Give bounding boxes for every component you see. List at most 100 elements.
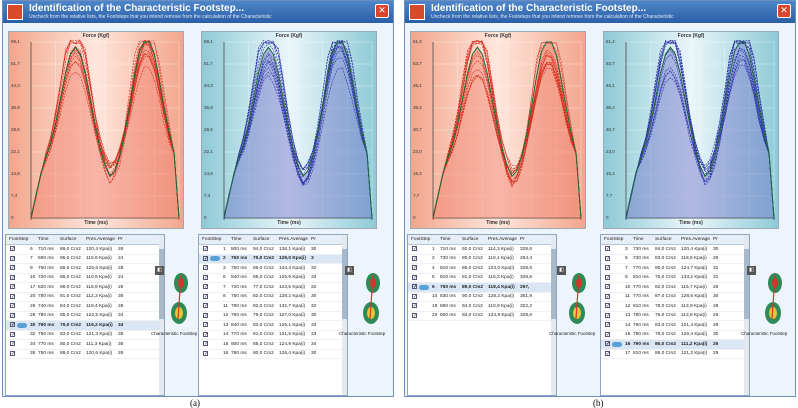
- table-row[interactable]: ✓ 8 810 ms 75,0 Cm2 133,2 Kpa(i) 31: [601, 274, 749, 283]
- row-checkbox[interactable]: ✓: [10, 312, 16, 319]
- vertical-scrollbar[interactable]: [551, 235, 556, 395]
- table-row[interactable]: ✓ 14 760 ms 83,0 Cm2 121,4 Kpa(i) 28: [601, 321, 749, 331]
- table-row[interactable]: ✓ 10 770 ms 62,0 Cm2 115,7 Kpa(i) 29: [601, 283, 749, 293]
- row-checkbox[interactable]: ✓: [412, 293, 418, 300]
- close-icon[interactable]: ✕: [375, 4, 389, 18]
- table-row[interactable]: ✓ 19 860 ms 94,0 Cm2 110,9 Kpa(i) 322,2: [408, 302, 556, 312]
- column-header[interactable]: Pres.Average: [279, 237, 308, 242]
- column-header[interactable]: Pr: [713, 237, 718, 242]
- row-checkbox[interactable]: ✓: [10, 350, 16, 357]
- table-row[interactable]: ✓ 12 810 ms 78,0 Cm2 113,9 Kpa(i) 28: [601, 302, 749, 312]
- column-header[interactable]: Pres.Average: [681, 237, 710, 242]
- row-checkbox[interactable]: ✓: [10, 331, 16, 338]
- row-checkbox[interactable]: ✓: [412, 274, 418, 281]
- row-checkbox[interactable]: ✓: [203, 322, 209, 328]
- table-row[interactable]: ✓ 1 800 ms 94,0 Cm2 136,1 Kpa(i) 30: [199, 245, 347, 255]
- column-header[interactable]: Surface: [253, 237, 270, 242]
- row-checkbox[interactable]: ✓: [412, 255, 418, 262]
- column-header[interactable]: FootStep: [202, 237, 222, 242]
- column-header[interactable]: Surface: [462, 237, 479, 242]
- row-checkbox[interactable]: ✓: [412, 284, 418, 290]
- column-header[interactable]: Pr: [520, 237, 525, 242]
- title-bar[interactable]: Identification of the Characteristic Foo…: [405, 1, 795, 23]
- column-header[interactable]: FootStep: [604, 237, 624, 242]
- column-header[interactable]: Time: [633, 237, 644, 242]
- table-row[interactable]: ✓ 7 720 ms 77,0 Cm2 123,5 Kpa(i) 32: [199, 283, 347, 293]
- table-row[interactable]: ✓ 34 770 ms 80,0 Cm2 111,3 Kpa(i) 36: [6, 340, 164, 350]
- table-row[interactable]: ✓ 11 770 ms 87,0 Cm2 128,6 Kpa(i) 30: [601, 293, 749, 302]
- row-checkbox[interactable]: ✓: [412, 303, 418, 309]
- row-checkbox[interactable]: ✓: [605, 303, 611, 309]
- table-row[interactable]: ✓ 14 770 ms 81,0 Cm2 121,5 Kpa(i) 33: [199, 331, 347, 340]
- row-checkbox[interactable]: ✓: [605, 274, 611, 281]
- scrollbar-thumb[interactable]: [159, 249, 164, 319]
- row-checkbox[interactable]: ✓: [203, 312, 209, 319]
- row-checkbox[interactable]: ✓: [412, 312, 418, 319]
- table-row[interactable]: ✓ 16 790 ms 80,0 Cm2 126,4 Kpa(i) 30: [199, 350, 347, 359]
- left-footstep-table[interactable]: FootStep Time Surface Pres.Average Pr ✓ 1 710 m…: [407, 234, 557, 396]
- table-row[interactable]: ✓ 2 750 ms 75,0 Cm2 129,0 Kpa(i) 3: [199, 254, 347, 264]
- table-row[interactable]: ✓ 30 790 ms 79,0 Cm2 119,2 Kpa(i) 34: [6, 321, 164, 331]
- row-checkbox[interactable]: ✓: [10, 274, 16, 281]
- row-checkbox[interactable]: ✓: [10, 246, 16, 252]
- row-checkbox[interactable]: ✓: [10, 255, 16, 262]
- table-row[interactable]: ✓ 11 790 ms 82,0 Cm2 132,7 Kpa(i) 32: [199, 302, 347, 312]
- row-checkbox[interactable]: ✓: [605, 284, 611, 290]
- table-row[interactable]: ✓ 4 810 ms 85,0 Cm2 123,0 Kpa(i) 328,6: [408, 264, 556, 274]
- scrollbar-thumb[interactable]: [342, 249, 347, 319]
- table-row[interactable]: ✓ 8 750 ms 82,0 Cm2 128,2 Kpa(i) 30: [199, 293, 347, 302]
- row-checkbox[interactable]: ✓: [203, 284, 209, 290]
- row-checkbox[interactable]: ✓: [203, 293, 209, 300]
- row-checkbox[interactable]: ✓: [605, 331, 611, 338]
- row-checkbox[interactable]: ✓: [605, 293, 611, 300]
- column-header[interactable]: Pres.Average: [488, 237, 517, 242]
- column-header[interactable]: Pres.Average: [86, 237, 115, 242]
- scrollbar-thumb[interactable]: [551, 249, 556, 319]
- vertical-scrollbar[interactable]: [159, 235, 164, 395]
- column-header[interactable]: Pr: [311, 237, 316, 242]
- row-checkbox[interactable]: ✓: [605, 246, 611, 252]
- row-checkbox[interactable]: ✓: [203, 303, 209, 309]
- table-row[interactable]: ✓ 17 820 ms 96,0 Cm2 116,9 Kpa(i) 29: [6, 283, 164, 293]
- scrollbar-thumb[interactable]: [744, 249, 749, 319]
- right-footstep-table[interactable]: FootStep Time Surface Pres.Average Pr ✓ 1 800 m…: [198, 234, 348, 396]
- table-row[interactable]: ✓ 12 760 ms 76,0 Cm2 127,0 Kpa(i) 30: [199, 312, 347, 321]
- row-checkbox[interactable]: ✓: [10, 293, 16, 300]
- table-row[interactable]: ✓ 5 810 ms 81,0 Cm2 115,3 Kpa(i) 328,6: [408, 274, 556, 283]
- row-checkbox[interactable]: ✓: [605, 350, 611, 357]
- table-row[interactable]: ✓ 7 690 ms 85,0 Cm2 115,6 Kpa(i) 24: [6, 255, 164, 264]
- table-row[interactable]: ✓ 13 780 ms 76,0 Cm2 113,8 Kpa(i) 26: [601, 312, 749, 321]
- table-row[interactable]: ✓ 3 730 ms 84,0 Cm2 120,4 Kpa(i) 30: [601, 245, 749, 255]
- column-header[interactable]: Time: [231, 237, 242, 242]
- row-checkbox[interactable]: ✓: [10, 322, 16, 328]
- row-checkbox[interactable]: ✓: [412, 246, 418, 252]
- table-row[interactable]: ✓ 2 730 ms 80,0 Cm2 118,1 Kpa(i) 264,4: [408, 255, 556, 264]
- row-checkbox[interactable]: ✓: [605, 322, 611, 328]
- table-row[interactable]: ✓ 1 710 ms 92,0 Cm2 114,3 Kpa(i) 328,6: [408, 245, 556, 255]
- vertical-scrollbar[interactable]: [342, 235, 347, 395]
- row-checkbox[interactable]: ✓: [605, 265, 611, 271]
- table-row[interactable]: ✓ 20 780 ms 91,0 Cm2 112,3 Kpa(i) 38: [6, 293, 164, 302]
- table-row[interactable]: ✓ 15 800 ms 85,0 Cm2 124,9 Kpa(i) 34: [199, 340, 347, 350]
- row-checkbox[interactable]: ✓: [10, 265, 16, 271]
- row-checkbox[interactable]: ✓: [605, 312, 611, 319]
- table-row[interactable]: ✓ 10 720 ms 86,0 Cm2 110,9 Kpa(i) 24: [6, 274, 164, 283]
- row-checkbox[interactable]: ✓: [605, 341, 611, 347]
- table-row[interactable]: ✓ 32 790 ms 83,0 Cm2 121,3 Kpa(i) 35: [6, 331, 164, 340]
- vertical-scrollbar[interactable]: [744, 235, 749, 395]
- column-header[interactable]: Time: [38, 237, 49, 242]
- row-checkbox[interactable]: ✓: [412, 265, 418, 271]
- table-row[interactable]: ✓ 3 750 ms 86,0 Cm2 134,3 Kpa(i) 32: [199, 264, 347, 274]
- table-row[interactable]: ✓ 15 790 ms 78,0 Cm2 129,4 Kpa(i) 30: [601, 331, 749, 340]
- column-header[interactable]: FootStep: [9, 237, 29, 242]
- table-row[interactable]: ✓ 7 770 ms 90,0 Cm2 124,7 Kpa(i) 31: [601, 264, 749, 274]
- row-checkbox[interactable]: ✓: [203, 265, 209, 271]
- row-checkbox[interactable]: ✓: [203, 341, 209, 347]
- table-row[interactable]: ✓ 10 830 ms 90,0 Cm2 128,2 Kpa(i) 361,9: [408, 293, 556, 302]
- table-row[interactable]: ✓ 28 780 ms 85,0 Cm2 122,5 Kpa(i) 34: [6, 312, 164, 321]
- row-checkbox[interactable]: ✓: [10, 303, 16, 309]
- table-row[interactable]: ✓ 9 750 ms 86,0 Cm2 125,6 Kpa(i) 28: [6, 264, 164, 274]
- right-footstep-table[interactable]: FootStep Time Surface Pres.Average Pr ✓ 3 730 m…: [600, 234, 750, 396]
- table-row[interactable]: ✓ 6 710 ms 86,0 Cm2 120,4 Kpa(i) 26: [6, 245, 164, 255]
- column-header[interactable]: FootStep: [411, 237, 431, 242]
